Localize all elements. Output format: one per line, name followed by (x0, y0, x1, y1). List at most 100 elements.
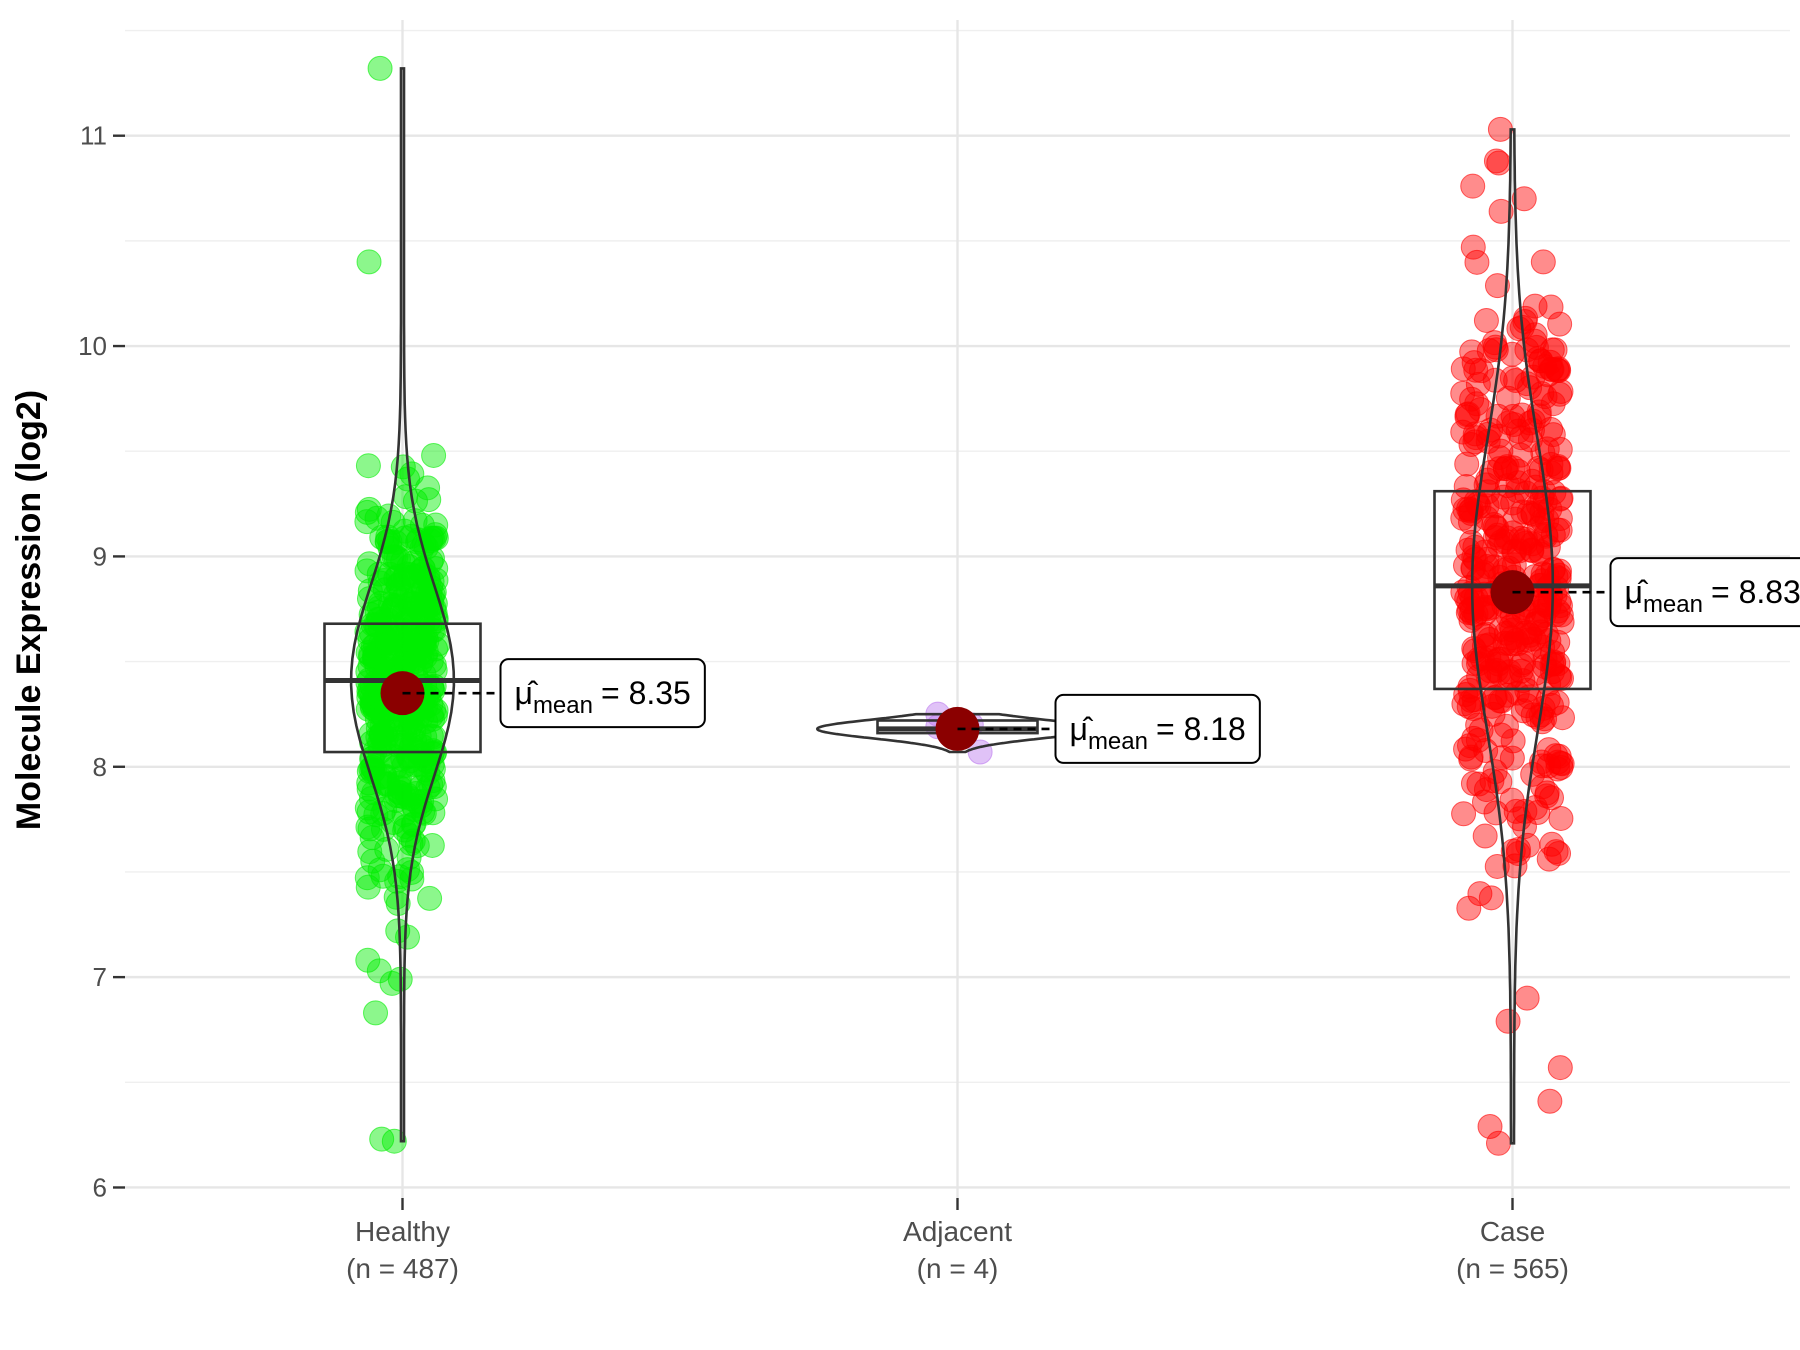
mean-subscript: mean (1643, 591, 1703, 618)
data-point (394, 924, 420, 950)
y-tick-label: 6 (93, 1172, 107, 1202)
data-point (1454, 451, 1480, 477)
mean-label-box (1054, 693, 1261, 764)
data-point (1543, 839, 1569, 865)
data-point (1529, 749, 1555, 775)
data-point (1460, 234, 1486, 260)
data-point (1548, 602, 1574, 628)
data-point (1493, 529, 1519, 555)
data-point (1539, 831, 1565, 857)
data-point (1457, 733, 1483, 759)
data-point (1467, 881, 1493, 907)
data-point (366, 595, 392, 621)
data-point (1459, 339, 1485, 365)
x-tick-label: Healthy (355, 1216, 450, 1247)
x-tick-label: Case (1480, 1216, 1545, 1247)
data-point (1547, 311, 1573, 337)
data-point (1516, 684, 1542, 710)
data-point (1450, 380, 1476, 406)
data-point (1476, 645, 1502, 671)
data-point (360, 848, 386, 874)
data-point (419, 832, 445, 858)
data-point (1538, 416, 1564, 442)
mean-label: μ̂mean = 8.83 (1625, 574, 1800, 618)
data-point (1451, 801, 1477, 827)
data-point (1506, 806, 1532, 832)
data-point (1460, 770, 1486, 796)
data-point (1513, 305, 1539, 331)
data-point (406, 632, 432, 658)
data-point (1519, 531, 1545, 557)
data-point (383, 566, 409, 592)
data-point (399, 461, 425, 487)
data-point (355, 874, 381, 900)
data-point (355, 814, 381, 840)
mean-value: = 8.35 (601, 675, 691, 711)
data-point (1487, 116, 1513, 142)
data-point (1455, 401, 1481, 427)
x-tick-count-label: (n = 4) (917, 1253, 999, 1284)
data-point (364, 599, 390, 625)
data-point (1547, 1055, 1573, 1081)
data-point (1531, 602, 1557, 628)
data-point (1477, 1113, 1503, 1139)
mean-subscript: mean (533, 692, 593, 719)
data-point (354, 865, 380, 891)
violin-healthy (349, 67, 456, 1143)
data-point (1485, 1130, 1511, 1156)
data-point (1544, 357, 1570, 383)
data-point (357, 839, 383, 865)
data-point (1499, 787, 1525, 813)
data-point (1500, 728, 1526, 754)
data-point (1512, 620, 1538, 646)
mean-label: μ̂mean = 8.35 (515, 675, 691, 719)
data-point (1530, 249, 1556, 275)
mean-label: μ̂mean = 8.18 (1070, 711, 1246, 755)
data-point (1486, 532, 1512, 558)
data-point (1510, 668, 1536, 694)
data-point (393, 561, 419, 587)
violins (349, 67, 1555, 1145)
data-point (392, 518, 418, 544)
data-point (1458, 497, 1484, 523)
data-point (1460, 173, 1486, 199)
data-point (1500, 455, 1526, 481)
data-point (417, 885, 443, 911)
means: μ̂mean = 8.35μ̂mean = 8.18μ̂mean = 8.83 (380, 557, 1800, 764)
data-point (372, 644, 398, 670)
data-point (1533, 621, 1559, 647)
data-point (421, 442, 447, 468)
data-point (1473, 307, 1499, 333)
data-point (369, 1126, 395, 1152)
data-point (1510, 698, 1536, 724)
data-point (363, 1000, 389, 1026)
data-point (1461, 725, 1487, 751)
axes: 6 7 8 9 10 11 Healthy (n = 487) Adjacent (n = 4) C… (78, 121, 1569, 1284)
data-point (421, 652, 447, 678)
data-point (1450, 356, 1476, 382)
x-tick-count-label: (n = 487) (346, 1253, 459, 1284)
data-point (358, 756, 384, 782)
data-point (1514, 985, 1540, 1011)
y-tick-label: 8 (93, 752, 107, 782)
data-point (356, 496, 382, 522)
data-point (356, 249, 382, 275)
y-tick-label: 9 (93, 541, 107, 571)
data-point (413, 639, 439, 665)
points-case (1450, 116, 1575, 1156)
data-point (1458, 687, 1484, 713)
data-point (1498, 613, 1524, 639)
data-point (1481, 511, 1507, 537)
data-point (354, 795, 380, 821)
data-point (1505, 841, 1531, 867)
data-point (1461, 696, 1487, 722)
violin-case (1470, 128, 1555, 1145)
y-tick-label: 11 (80, 121, 107, 151)
data-point (1548, 379, 1574, 405)
y-axis-title: Molecule Expression (log2) (10, 390, 48, 830)
data-point (379, 743, 405, 769)
data-point (1458, 529, 1484, 555)
data-point (1488, 198, 1514, 224)
data-point (1486, 150, 1512, 176)
